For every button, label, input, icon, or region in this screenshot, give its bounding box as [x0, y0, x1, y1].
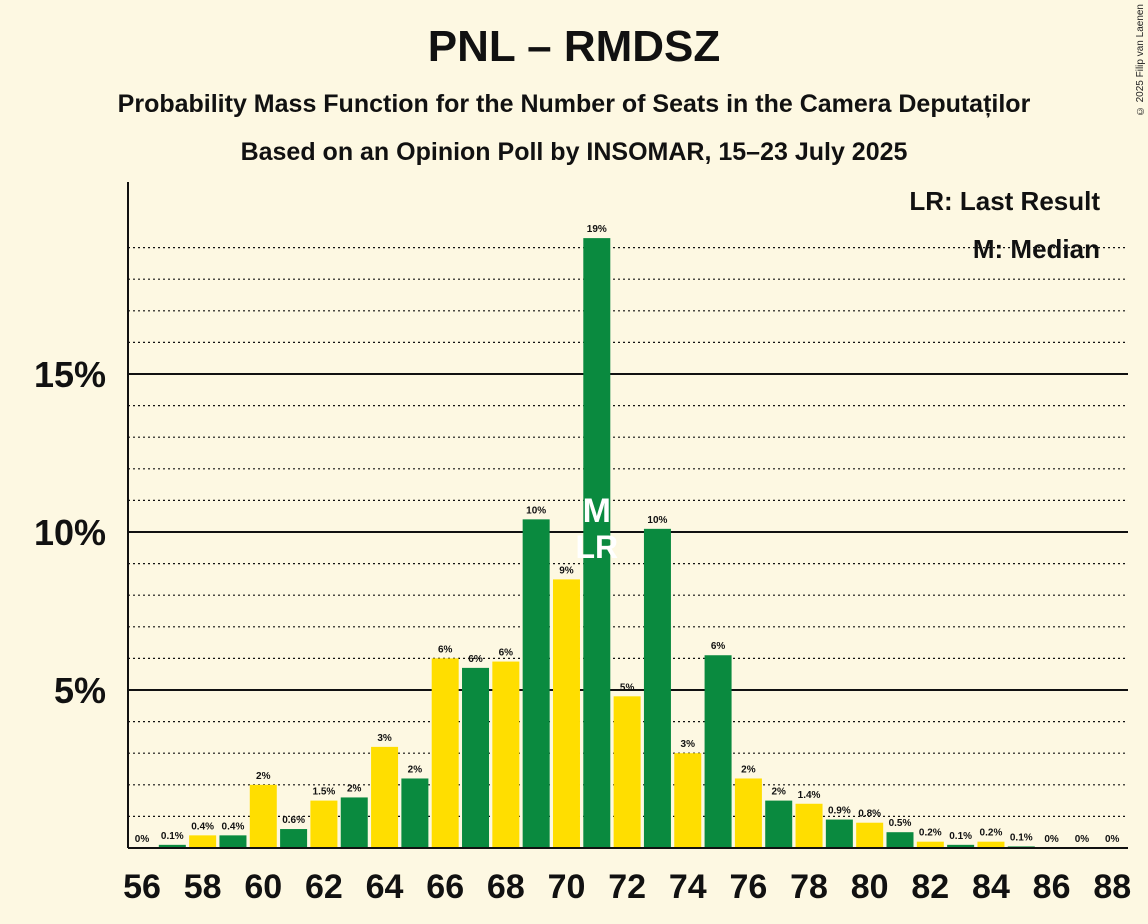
bar-data-label: 2% [256, 771, 271, 782]
bar-seats-64 [371, 746, 399, 848]
x-tick-label: 88 [1093, 868, 1131, 906]
last-result-marker: LR [575, 529, 618, 565]
bar-data-label: 0% [135, 834, 150, 845]
x-tick-label: 66 [426, 868, 464, 906]
bar-seats-62 [310, 800, 338, 848]
bar-data-label: 2% [408, 764, 423, 775]
bar-seats-63 [340, 797, 368, 848]
legend-last-result: LR: Last Result [909, 186, 1100, 216]
bar-seats-82 [916, 841, 944, 848]
y-tick-label: 10% [34, 512, 106, 553]
bar-data-label: 0.6% [282, 815, 305, 826]
x-tick-label: 68 [487, 868, 525, 906]
bar-seats-81 [886, 832, 914, 848]
bar-data-label: 5% [620, 682, 635, 693]
bar-data-label: 3% [681, 739, 696, 750]
bar-data-label: 0.1% [1010, 832, 1033, 843]
bar-data-label: 0% [1075, 834, 1090, 845]
bar-seats-66 [431, 658, 459, 848]
bar-seats-77 [765, 800, 793, 848]
bar-data-label: 9% [559, 565, 574, 576]
bar-data-label: 0% [1105, 834, 1120, 845]
bar-seats-58 [189, 835, 217, 848]
bar-seats-73 [643, 528, 671, 848]
bar-data-label: 0.1% [949, 831, 972, 842]
bar-data-label: 6% [711, 641, 726, 652]
bar-seats-76 [734, 778, 762, 848]
bar-seats-83 [947, 844, 975, 848]
y-tick-label: 15% [34, 354, 106, 395]
x-tick-label: 76 [729, 868, 767, 906]
bar-data-label: 0% [1044, 834, 1059, 845]
chart-subtitle: Probability Mass Function for the Number… [117, 90, 1031, 118]
x-tick-label: 84 [972, 868, 1010, 906]
bar-data-label: 0.1% [161, 831, 184, 842]
bar-seats-71 [583, 238, 611, 848]
x-tick-label: 86 [1033, 868, 1071, 906]
bar-data-label: 1.4% [798, 790, 821, 801]
bar-data-label: 0.8% [858, 809, 881, 820]
bar-data-label: 0.5% [889, 818, 912, 829]
bar-seats-68 [492, 661, 520, 848]
bar-seats-78 [795, 803, 823, 848]
x-tick-label: 74 [669, 868, 707, 906]
bar-seats-75 [704, 655, 732, 848]
bar-seats-65 [401, 778, 429, 848]
bar-seats-57 [158, 844, 186, 848]
bar-data-label: 19% [587, 224, 607, 235]
chart-source-line: Based on an Opinion Poll by INSOMAR, 15–… [240, 138, 908, 166]
x-tick-label: 64 [366, 868, 404, 906]
x-tick-label: 72 [608, 868, 646, 906]
x-tick-label: 80 [851, 868, 889, 906]
bar-data-label: 0.2% [980, 828, 1003, 839]
legend-median: M: Median [972, 234, 1100, 264]
bar-seats-70 [552, 579, 580, 848]
bar-data-label: 6% [499, 648, 514, 659]
bar-data-label: 0.2% [919, 828, 942, 839]
bar-data-label: 6% [438, 644, 453, 655]
bar-seats-84 [977, 841, 1005, 848]
bar-data-label: 0.4% [222, 821, 245, 832]
median-marker: M [583, 492, 611, 530]
bar-data-label: 2% [771, 787, 786, 798]
bar-data-label: 0.9% [828, 806, 851, 817]
x-tick-label: 82 [911, 868, 949, 906]
bar-data-label: 6% [468, 654, 483, 665]
x-tick-label: 70 [548, 868, 586, 906]
bar-seats-61 [280, 829, 308, 848]
bar-data-label: 10% [647, 515, 667, 526]
bar-data-label: 10% [526, 505, 546, 516]
bar-seats-60 [249, 784, 277, 848]
bar-seats-80 [856, 822, 884, 848]
bar-seats-59 [219, 835, 247, 848]
bar-data-label: 2% [741, 764, 756, 775]
x-tick-label: 56 [123, 868, 161, 906]
x-tick-label: 60 [244, 868, 282, 906]
bar-seats-67 [462, 667, 490, 848]
bar-data-label: 3% [377, 733, 392, 744]
bar-seats-79 [825, 819, 853, 848]
x-tick-label: 78 [790, 868, 828, 906]
bar-data-label: 0.4% [191, 821, 214, 832]
x-tick-label: 62 [305, 868, 343, 906]
bar-seats-74 [674, 753, 702, 848]
bar-data-label: 2% [347, 783, 362, 794]
bar-seats-72 [613, 696, 641, 848]
x-tick-label: 58 [184, 868, 222, 906]
bar-data-label: 1.5% [313, 787, 336, 798]
chart-title: PNL – RMDSZ [427, 22, 721, 71]
y-tick-label: 5% [54, 670, 106, 711]
bar-seats-69 [522, 519, 550, 848]
